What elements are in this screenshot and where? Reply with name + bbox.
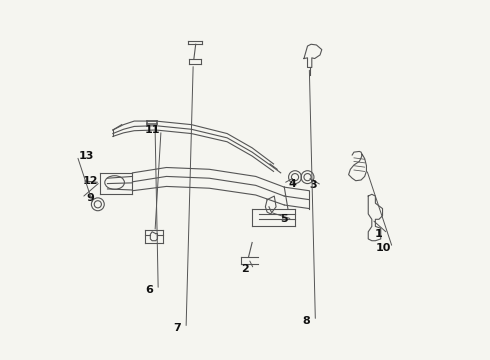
Text: 1: 1 xyxy=(375,229,383,239)
Text: 13: 13 xyxy=(78,151,94,161)
Text: 10: 10 xyxy=(376,243,392,253)
Text: 9: 9 xyxy=(87,193,95,203)
Text: 12: 12 xyxy=(83,176,98,186)
Text: 7: 7 xyxy=(173,323,181,333)
Text: 11: 11 xyxy=(145,125,160,135)
Text: 4: 4 xyxy=(288,179,296,189)
Text: 3: 3 xyxy=(309,180,317,190)
Text: 6: 6 xyxy=(146,285,153,295)
Text: 2: 2 xyxy=(241,264,249,274)
Text: 8: 8 xyxy=(302,316,310,326)
Text: 5: 5 xyxy=(280,214,288,224)
